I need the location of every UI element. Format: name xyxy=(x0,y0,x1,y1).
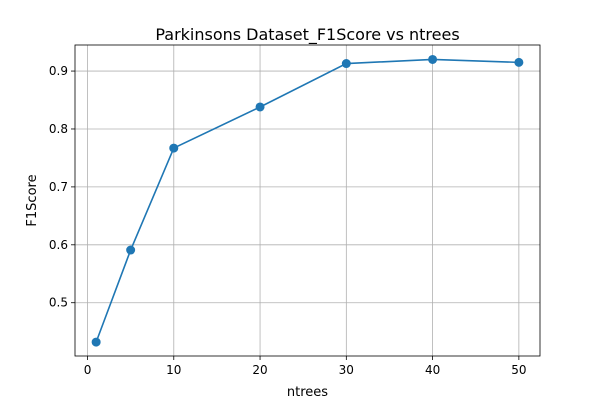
plot-frame xyxy=(74,44,541,357)
data-point xyxy=(341,59,351,69)
data-series xyxy=(91,54,524,347)
y-tick-label: 0.9 xyxy=(49,64,68,78)
data-point xyxy=(91,337,101,347)
y-tick-label: 0.5 xyxy=(49,296,68,310)
data-point xyxy=(126,245,136,255)
data-point xyxy=(169,143,179,153)
y-tick-label: 0.8 xyxy=(49,122,68,136)
axis-ticks: 0 10 20 30 40 50 0.5 0.6 0.7 0.8 0.9 xyxy=(49,64,527,377)
data-point xyxy=(255,102,265,112)
y-tick-label: 0.6 xyxy=(49,238,68,252)
chart-title: Parkinsons Dataset_F1Score vs ntrees xyxy=(155,25,459,45)
x-tick-label: 50 xyxy=(511,363,526,377)
x-tick-label: 0 xyxy=(84,363,92,377)
data-point xyxy=(428,54,438,64)
y-axis-label: F1Score xyxy=(25,174,40,226)
grid-lines xyxy=(75,45,540,356)
x-axis-label: ntrees xyxy=(287,385,328,400)
x-tick-label: 10 xyxy=(166,363,181,377)
x-tick-label: 40 xyxy=(425,363,440,377)
series-line xyxy=(95,58,519,343)
x-tick-label: 30 xyxy=(339,363,354,377)
x-tick-label: 20 xyxy=(252,363,267,377)
y-tick-label: 0.7 xyxy=(49,180,68,194)
data-point xyxy=(514,57,524,67)
